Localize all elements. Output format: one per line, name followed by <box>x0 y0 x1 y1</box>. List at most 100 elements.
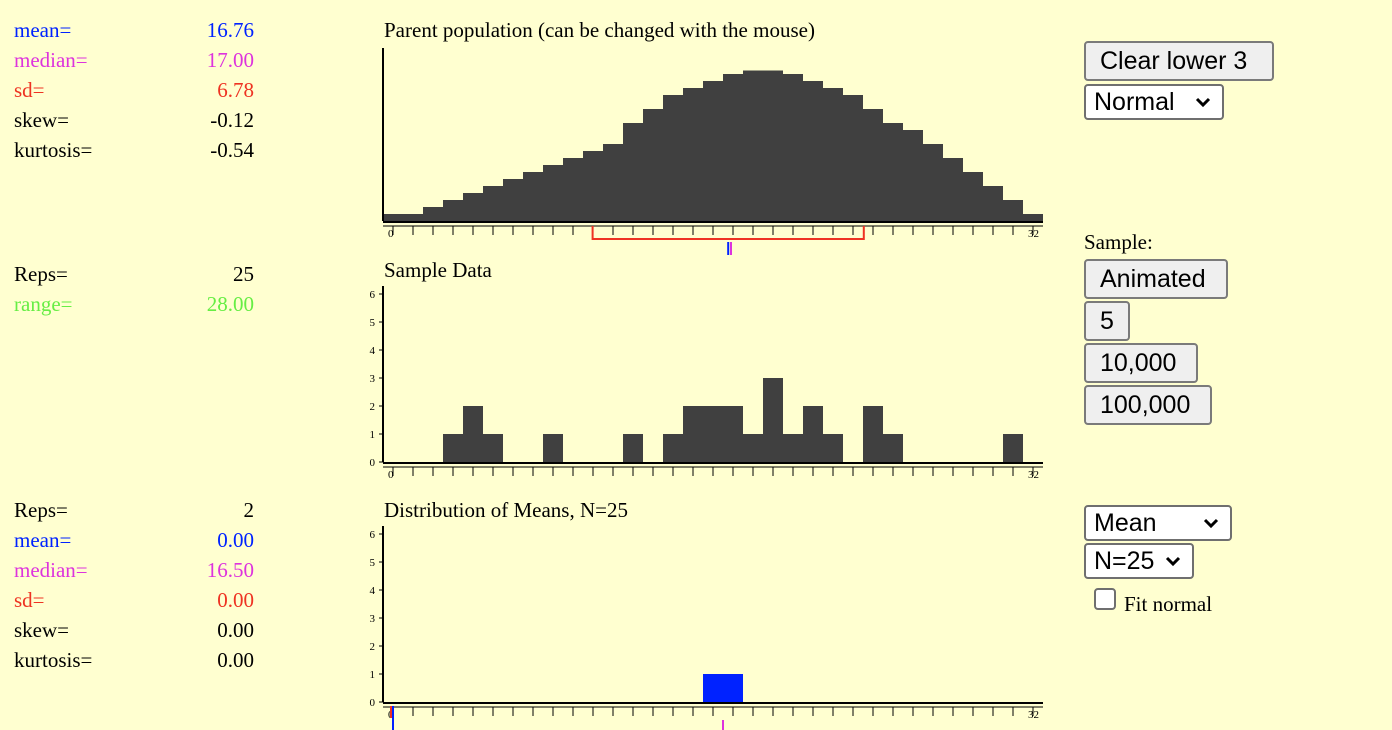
pop-sd-value: 6.78 <box>217 78 254 102</box>
population-shape-select[interactable]: Normal <box>1084 84 1224 120</box>
dist-mean-label: mean= <box>14 528 72 552</box>
pop-bar <box>523 172 543 221</box>
statistic-select[interactable]: Mean <box>1084 505 1232 541</box>
sample-histogram: 0 1 2 3 4 5 6 0 32 <box>370 286 1043 481</box>
pop-bar <box>503 179 523 221</box>
sample-10000-button[interactable]: 10,000 <box>1084 343 1198 383</box>
pop-x-tick-label: 0 <box>388 228 394 240</box>
sample-reps-value: 25 <box>233 262 254 286</box>
pop-bar <box>443 200 463 221</box>
pop-bar <box>663 95 683 221</box>
sample-size-value: N=25 <box>1094 546 1155 575</box>
pop-bar <box>543 165 563 221</box>
sample-bar <box>723 406 743 462</box>
pop-bar <box>643 109 663 221</box>
sample-bar <box>743 434 763 462</box>
pop-bar <box>983 186 1003 221</box>
pop-skew-value: -0.12 <box>210 108 254 132</box>
population-histogram[interactable]: 0 32 <box>355 40 1055 260</box>
sample-bar <box>663 434 683 462</box>
dist-y-tick-label: 4 <box>370 585 376 597</box>
sample-range-label: range= <box>14 292 73 316</box>
pop-bar <box>383 214 403 221</box>
sample-y-tick-label: 4 <box>370 345 376 357</box>
dist-skew-value: 0.00 <box>217 618 254 642</box>
dist-bar <box>723 674 743 702</box>
dist-y-tick-label: 1 <box>370 669 376 681</box>
dist-y-tick-label: 3 <box>370 613 376 625</box>
sample-bar <box>803 406 823 462</box>
sample-y-tick-label: 0 <box>370 457 376 469</box>
pop-bar <box>703 81 723 221</box>
sample-bar <box>823 434 843 462</box>
pop-bar <box>803 81 823 221</box>
sample-bar <box>763 378 783 462</box>
dist-y-tick-label: 0 <box>370 697 376 709</box>
pop-bar <box>943 158 963 221</box>
sample-title: Sample Data <box>384 258 492 282</box>
sample-100000-button[interactable]: 100,000 <box>1084 385 1212 425</box>
chevron-down-icon <box>1165 556 1181 567</box>
pop-bar <box>563 158 583 221</box>
chevron-down-icon <box>1195 97 1211 108</box>
dist-median-value: 16.50 <box>206 558 254 582</box>
pop-bar <box>423 207 443 221</box>
sample-bar <box>483 434 503 462</box>
sample-y-tick-label: 3 <box>370 373 376 385</box>
dist-mean-value: 0.00 <box>217 528 254 552</box>
population-shape-value: Normal <box>1094 87 1175 116</box>
pop-bar <box>963 172 983 221</box>
pop-bar <box>623 123 643 221</box>
sample-header: Sample: <box>1084 230 1153 254</box>
pop-skew-label: skew= <box>14 108 70 132</box>
pop-bar <box>1003 200 1023 221</box>
dist-reps-value: 2 <box>243 498 255 522</box>
dist-y-tick-label: 6 <box>370 529 376 541</box>
pop-bar <box>743 70 763 221</box>
sample-bar <box>1003 434 1023 462</box>
animated-button[interactable]: Animated <box>1084 259 1228 299</box>
sample-x-tick-label: 32 <box>1028 469 1039 481</box>
pop-bar <box>923 144 943 221</box>
pop-bar <box>723 74 743 221</box>
sample-bar <box>543 434 563 462</box>
pop-bar <box>483 186 503 221</box>
distribution-title: Distribution of Means, N=25 <box>384 498 628 522</box>
dist-median-label: median= <box>14 558 88 582</box>
sample-bar <box>683 406 703 462</box>
pop-bar <box>883 123 903 221</box>
pop-bar <box>1023 214 1043 221</box>
pop-bar <box>823 88 843 221</box>
pop-kurtosis-value: -0.54 <box>210 138 254 162</box>
sample-bar <box>623 434 643 462</box>
pop-median-value: 17.00 <box>206 48 254 72</box>
pop-x-tick-label: 32 <box>1028 228 1039 240</box>
sample-bar <box>863 406 883 462</box>
sample-y-tick-label: 6 <box>370 289 376 301</box>
dist-y-tick-label: 2 <box>370 641 376 653</box>
dist-y-tick-label: 5 <box>370 557 376 569</box>
pop-sd-label: sd= <box>14 78 45 102</box>
pop-median-label: median= <box>14 48 88 72</box>
dist-kurtosis-value: 0.00 <box>217 648 254 672</box>
sample-bar <box>883 434 903 462</box>
sample-bar <box>783 434 803 462</box>
sample-5-button[interactable]: 5 <box>1084 301 1130 341</box>
pop-mean-label: mean= <box>14 18 72 42</box>
sample-y-tick-label: 5 <box>370 317 376 329</box>
pop-bar <box>683 88 703 221</box>
dist-x-tick-label: 32 <box>1028 709 1039 721</box>
clear-lower-button[interactable]: Clear lower 3 <box>1084 41 1274 81</box>
pop-bar <box>763 70 783 221</box>
pop-sd-bracket <box>591 226 865 240</box>
sample-bar <box>443 434 463 462</box>
sample-size-select[interactable]: N=25 <box>1084 543 1194 579</box>
sample-x-tick-label: 0 <box>388 469 394 481</box>
pop-mean-value: 16.76 <box>206 18 254 42</box>
dist-kurtosis-label: kurtosis= <box>14 648 93 672</box>
fit-normal-checkbox[interactable] <box>1094 588 1116 610</box>
dist-sd-value: 0.00 <box>217 588 254 612</box>
sample-bar <box>463 406 483 462</box>
sample-y-tick-label: 1 <box>370 429 376 441</box>
